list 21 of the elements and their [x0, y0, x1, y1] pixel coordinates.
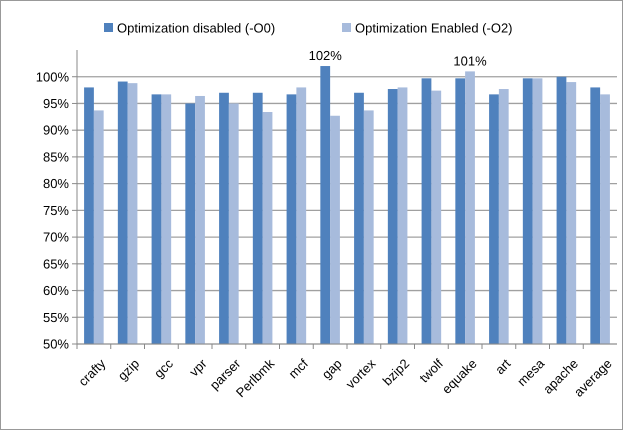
x-tick-label: gap: [318, 356, 345, 382]
legend-label: Optimization Enabled (-O2): [355, 20, 513, 36]
x-tick-label: gcc: [151, 356, 176, 381]
y-tick-label: 70%: [42, 230, 70, 245]
y-tick-label: 100%: [36, 69, 70, 84]
x-tick-label: art: [492, 356, 514, 378]
data-label: 101%: [453, 53, 488, 68]
y-tick-label: 75%: [42, 202, 70, 218]
x-tick-label: gzip: [114, 356, 142, 384]
y-tick-label: 80%: [42, 176, 70, 192]
legend-label: Optimization disabled (-O0): [117, 20, 276, 36]
y-tick-label: 60%: [42, 283, 70, 298]
y-tick-label: 90%: [42, 122, 70, 138]
y-tick-label: 95%: [42, 96, 70, 112]
y-tick-label: 50%: [42, 336, 70, 352]
y-tick-label: 65%: [42, 256, 70, 272]
data-label: 102%: [308, 48, 342, 64]
y-tick-label: 85%: [42, 149, 70, 164]
y-tick-label: 55%: [42, 310, 70, 325]
x-tick-label: vpr: [186, 355, 210, 380]
x-tick-label: mcf: [286, 356, 312, 382]
